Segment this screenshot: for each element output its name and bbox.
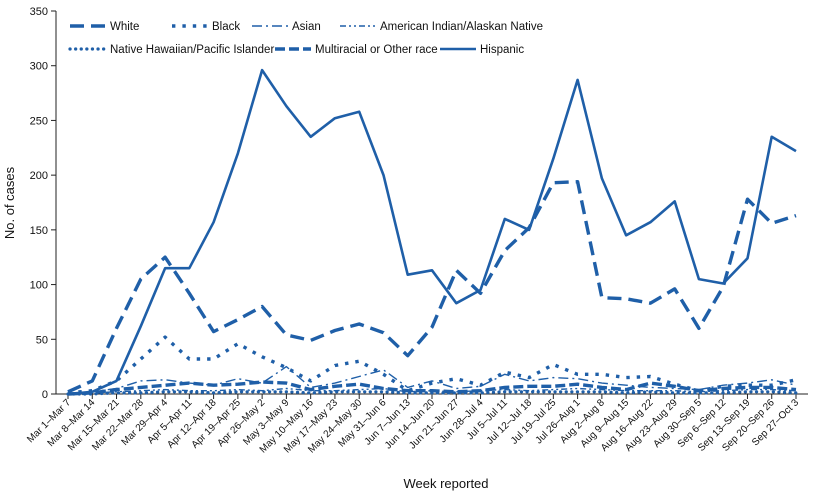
- legend-label: Native Hawaiian/Pacific Islander: [110, 44, 274, 56]
- series-line: [67, 380, 797, 396]
- legend-label: White: [110, 21, 139, 33]
- series-line: [66, 390, 798, 396]
- y-tick-label: 150: [30, 225, 48, 237]
- legend-label: Hispanic: [480, 44, 524, 56]
- y-axis: 0 50 100 150 200 250 300 350: [30, 6, 57, 401]
- y-tick-label: 350: [30, 6, 48, 18]
- series-lines: [66, 68, 798, 396]
- legend-label: Multiracial or Other race: [315, 44, 438, 56]
- y-tick-label: 300: [30, 61, 48, 73]
- legend-label: American Indian/Alaskan Native: [380, 21, 543, 33]
- legend-label: Asian: [292, 21, 321, 33]
- y-tick-label: 50: [36, 334, 48, 346]
- y-tick-label: 200: [30, 170, 48, 182]
- y-tick-label: 0: [42, 389, 48, 401]
- y-tick-label: 100: [30, 280, 48, 292]
- legend: White Black Asian American Indian/Alaskan N…: [68, 21, 543, 56]
- y-axis-label: No. of cases: [2, 166, 17, 239]
- y-tick-label: 250: [30, 115, 48, 127]
- series-line: [67, 68, 797, 396]
- series-line: [67, 335, 797, 395]
- x-axis-label: Week reported: [403, 476, 488, 491]
- legend-label: Black: [212, 21, 240, 33]
- series-line: [67, 179, 797, 394]
